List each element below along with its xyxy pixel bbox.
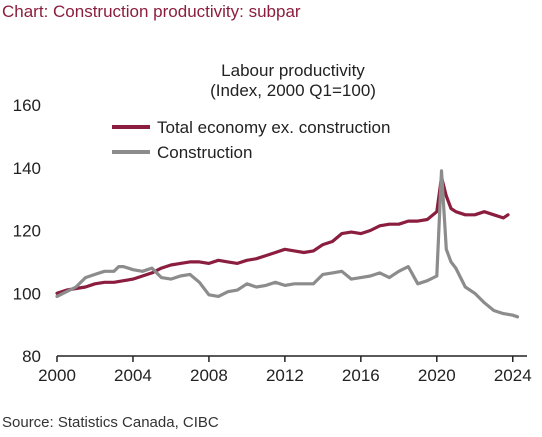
x-tick-label: 2020 [418, 366, 456, 385]
series-lines [55, 169, 520, 319]
chart-title-line-1: Labour productivity [221, 61, 365, 80]
y-tick-label: 140 [13, 159, 41, 178]
legend-label-construction: Construction [157, 143, 252, 162]
legend: Total economy ex. construction Construct… [112, 118, 390, 162]
source-note: Source: Statistics Canada, CIBC [2, 414, 219, 431]
x-tick-label: 2012 [266, 366, 304, 385]
x-tick-label: 2016 [342, 366, 380, 385]
x-tick-label: 2024 [494, 366, 532, 385]
x-tick-label: 2008 [190, 366, 228, 385]
axes: 2000 2004 2008 2012 2016 2020 2024 80 100 120 140 1… [13, 96, 532, 385]
y-tick-label: 80 [22, 347, 41, 366]
chart-title-line-2: (Index, 2000 Q1=100) [210, 81, 376, 100]
x-tick-label: 2004 [114, 366, 152, 385]
x-tick-label: 2000 [38, 366, 76, 385]
series-line-total-economy [55, 175, 510, 295]
y-tick-label: 100 [13, 284, 41, 303]
y-tick-label: 120 [13, 222, 41, 241]
legend-label-total-economy: Total economy ex. construction [157, 118, 390, 137]
series-line-construction [55, 169, 520, 319]
page-title: Chart: Construction productivity: subpar [2, 2, 301, 21]
y-tick-label: 160 [13, 96, 41, 115]
